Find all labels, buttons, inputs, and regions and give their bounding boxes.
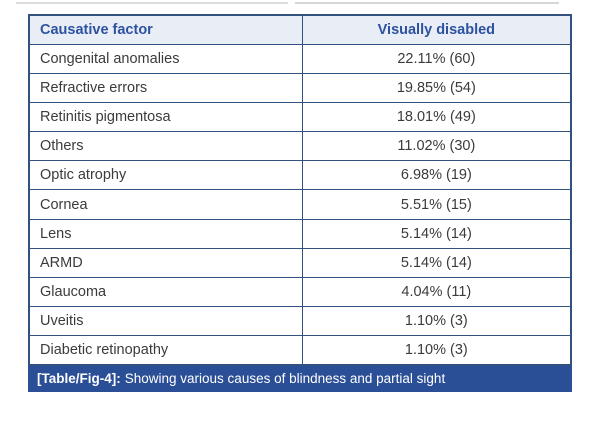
factor-cell: Lens (28, 218, 303, 249)
value-cell: 4.04% (11) (301, 276, 572, 308)
factor-cell: Cornea (28, 189, 303, 220)
table-row: Diabetic retinopathy 1.10% (3) (28, 335, 572, 366)
table-row: Lens 5.14% (14) (28, 218, 572, 249)
factor-cell: ARMD (28, 247, 303, 279)
value-cell: 1.10% (3) (301, 306, 572, 337)
value-cell: 22.11% (60) (301, 43, 572, 74)
factor-cell: Congenital anomalies (28, 43, 303, 74)
header-row: Causative factor Visually disabled (28, 14, 572, 45)
factor-cell: Others (28, 131, 303, 162)
factor-cell: Uveitis (28, 306, 303, 337)
value-cell: 6.98% (19) (301, 160, 572, 191)
caption-tag: [Table/Fig-4]: (37, 371, 121, 387)
value-cell: 5.51% (15) (301, 189, 572, 220)
factor-cell: Diabetic retinopathy (28, 335, 303, 366)
value-cell: 5.14% (14) (301, 247, 572, 279)
table-figure: Causative factor Visually disabled Conge… (28, 14, 572, 393)
value-cell: 11.02% (30) (301, 131, 572, 162)
factor-cell: Optic atrophy (28, 160, 303, 191)
caption-text: Showing various causes of blindness and … (124, 371, 446, 387)
table-row: Glaucoma 4.04% (11) (28, 276, 572, 308)
table-row: Uveitis 1.10% (3) (28, 306, 572, 337)
header-visually-disabled: Visually disabled (301, 14, 572, 45)
factor-cell: Glaucoma (28, 276, 303, 308)
scan-artifact-line (295, 2, 559, 4)
value-cell: 19.85% (54) (301, 72, 572, 103)
value-cell: 18.01% (49) (301, 101, 572, 133)
table-row: Others 11.02% (30) (28, 131, 572, 162)
table-header: Causative factor Visually disabled (28, 14, 572, 45)
table-row: Retinitis pigmentosa 18.01% (49) (28, 101, 572, 133)
value-cell: 1.10% (3) (301, 335, 572, 366)
figure-caption: [Table/Fig-4]: Showing various causes of … (28, 366, 572, 393)
table-row: Optic atrophy 6.98% (19) (28, 160, 572, 191)
value-cell: 5.14% (14) (301, 218, 572, 249)
factor-cell: Refractive errors (28, 72, 303, 103)
causes-table: Causative factor Visually disabled Conge… (28, 14, 572, 367)
table-body: Congenital anomalies 22.11% (60) Refractiv… (28, 43, 572, 366)
table-row: Cornea 5.51% (15) (28, 189, 572, 220)
table-row: Refractive errors 19.85% (54) (28, 72, 572, 103)
table-row: ARMD 5.14% (14) (28, 247, 572, 279)
header-causative-factor: Causative factor (28, 14, 303, 45)
scan-artifact-line (16, 2, 288, 4)
table-row: Congenital anomalies 22.11% (60) (28, 43, 572, 74)
factor-cell: Retinitis pigmentosa (28, 101, 303, 133)
